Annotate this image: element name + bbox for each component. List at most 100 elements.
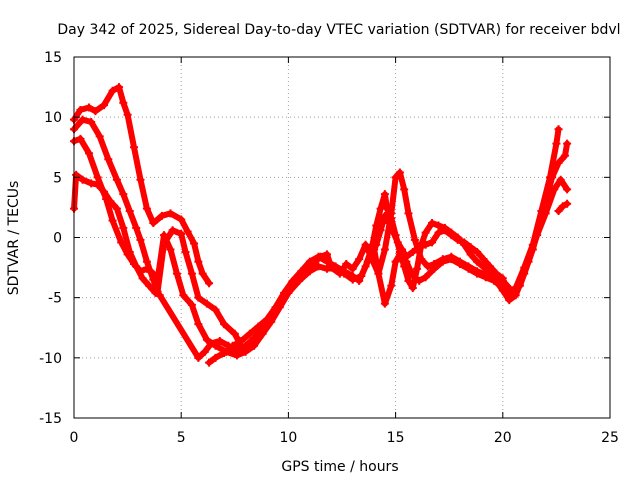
data-point (479, 255, 488, 264)
series-track-2 (71, 116, 249, 353)
data-point (466, 250, 475, 259)
data-point (380, 211, 389, 220)
data-point (340, 267, 349, 276)
data-point (393, 238, 402, 247)
y-tick-label: 0 (53, 231, 62, 247)
data-point (100, 101, 109, 110)
data-point (563, 139, 572, 148)
data-point (85, 103, 94, 112)
data-point (136, 235, 145, 244)
data-point (400, 185, 409, 194)
x-tick-label: 0 (70, 430, 79, 446)
data-point (524, 257, 533, 266)
data-point (187, 269, 196, 278)
data-point (322, 257, 331, 266)
x-tick-label: 10 (279, 430, 297, 446)
data-point (104, 155, 113, 164)
data-point (157, 211, 166, 220)
data-point (142, 204, 151, 213)
data-point (78, 115, 87, 124)
data-point (142, 264, 151, 273)
data-point (348, 272, 357, 281)
data-point (408, 247, 417, 256)
data-point (515, 281, 524, 290)
data-point (245, 329, 254, 338)
data-point (498, 274, 507, 283)
data-point (428, 238, 437, 247)
data-point (205, 279, 214, 288)
data-point (119, 223, 128, 232)
data-point (485, 262, 494, 271)
data-point (194, 320, 203, 329)
data-point (355, 255, 364, 264)
data-point (434, 228, 443, 237)
data-point (440, 226, 449, 235)
data-point (149, 219, 158, 228)
data-point (421, 273, 430, 282)
data-point (232, 346, 241, 355)
data-point (149, 269, 158, 278)
data-point (200, 347, 209, 356)
data-point (125, 247, 134, 256)
data-point (95, 132, 104, 141)
data-point (395, 168, 404, 177)
x-tick-label: 5 (177, 430, 186, 446)
data-point (434, 221, 443, 230)
data-point (177, 215, 186, 224)
series-track-3 (71, 126, 562, 359)
data-point (123, 110, 132, 119)
data-point (423, 262, 432, 271)
data-point (168, 226, 177, 235)
data-point (380, 245, 389, 254)
data-point (391, 173, 400, 182)
data-point (421, 228, 430, 237)
data-point (430, 259, 439, 268)
data-point (119, 190, 128, 199)
data-point (155, 291, 164, 300)
data-point (374, 269, 383, 278)
x-tick-label: 20 (494, 430, 512, 446)
data-point (250, 341, 259, 350)
x-tick-label: 25 (601, 430, 619, 446)
data-point (76, 134, 85, 143)
data-point (563, 185, 572, 194)
data-point (125, 207, 134, 216)
y-tick-label: 15 (44, 50, 62, 66)
data-point (177, 229, 186, 238)
data-point (288, 276, 297, 285)
data-point (453, 235, 462, 244)
data-point (215, 336, 224, 345)
data-point (106, 197, 115, 206)
x-axis-label: GPS time / hours (281, 459, 398, 475)
y-tick-label: -5 (48, 291, 62, 307)
data-point (187, 300, 196, 309)
data-point (211, 353, 220, 362)
data-point (252, 332, 261, 341)
data-point (166, 245, 175, 254)
data-point (507, 286, 516, 295)
data-point (558, 202, 567, 211)
data-point (391, 257, 400, 266)
data-point (87, 179, 96, 188)
data-point (108, 216, 117, 225)
data-point (314, 262, 323, 271)
data-point (76, 105, 85, 114)
data-point (179, 291, 188, 300)
data-point (492, 269, 501, 278)
data-point (166, 209, 175, 218)
data-point (145, 281, 154, 290)
data-point (119, 98, 128, 107)
data-point (554, 207, 563, 216)
data-point (142, 257, 151, 266)
data-point (117, 238, 126, 247)
data-point (297, 267, 306, 276)
data-point (322, 250, 331, 259)
data-point (115, 83, 124, 92)
data-point (372, 240, 381, 249)
data-point (91, 107, 100, 116)
data-point (100, 187, 109, 196)
y-tick-label: -15 (39, 411, 62, 427)
data-point (87, 117, 96, 126)
data-point (172, 269, 181, 278)
data-point (473, 267, 482, 276)
